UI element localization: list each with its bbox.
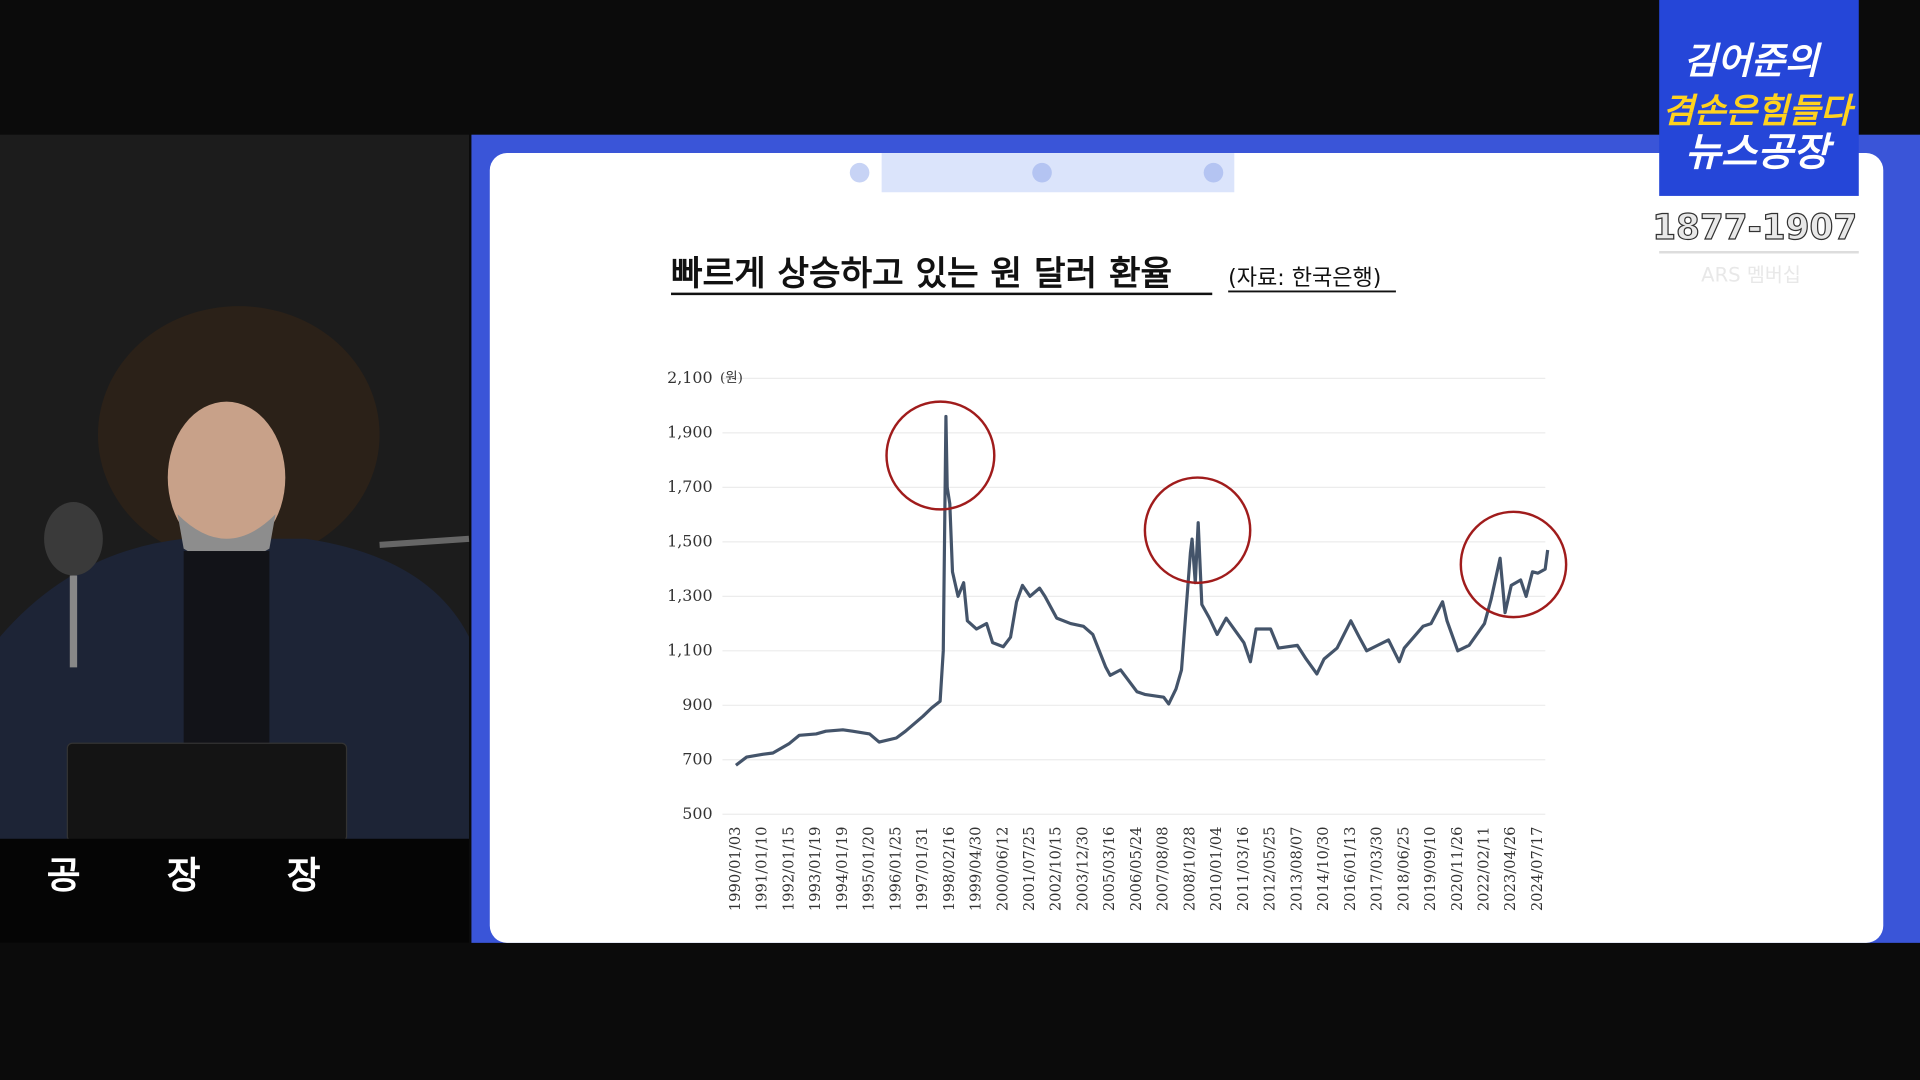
highlight-circle (1459, 510, 1568, 619)
y-tick-label: 1,900 (667, 422, 713, 441)
x-tick-label: 2011/03/16 (1235, 827, 1252, 912)
face (167, 401, 286, 554)
plot: 500 700 900 1,100 1,300 1,500 1,700 1,900 2,100 (… (667, 368, 1550, 912)
x-tick-label: 2016/01/13 (1342, 827, 1359, 912)
x-tick-label: 2020/11/26 (1449, 827, 1466, 912)
x-tick-label: 1994/01/19 (834, 827, 851, 912)
x-tick-label: 2024/07/17 (1529, 827, 1546, 912)
turtleneck (183, 551, 270, 747)
x-tick-label: 1995/01/20 (861, 827, 878, 912)
x-tick-label: 2008/10/28 (1181, 827, 1198, 912)
x-tick-label: 2003/12/30 (1074, 827, 1091, 912)
y-unit: (원) (720, 370, 743, 386)
phone-number: 1877-1907 (1652, 208, 1857, 248)
x-tick-label: 2000/06/12 (994, 827, 1011, 912)
chart-title: 빠르게 상승하고 있는 원 달러 환율 (671, 254, 1172, 294)
tab-dot (1203, 162, 1224, 183)
x-tick-label: 2012/05/25 (1262, 827, 1279, 912)
x-tick-label: 1996/01/25 (887, 827, 904, 912)
laptop (66, 742, 348, 842)
x-tick-label: 2002/10/15 (1048, 827, 1065, 912)
logo-text: 겸손은힘들다 (1663, 91, 1857, 131)
y-tick-label: 700 (682, 749, 712, 768)
y-tick-label: 1,500 (667, 531, 713, 550)
logo-text: 김어준의 (1683, 39, 1822, 82)
chart-subtitle: (자료: 한국은행) (1228, 266, 1381, 291)
x-tick-label: 2017/03/30 (1369, 827, 1386, 912)
y-tick-label: 900 (682, 695, 712, 714)
logo-text: 뉴스공장 (1685, 130, 1835, 175)
x-tick-label: 2010/01/04 (1208, 827, 1225, 912)
x-tick-label: 2006/05/24 (1128, 827, 1145, 912)
y-tick-label: 1,100 (667, 640, 713, 659)
tab-strip (881, 153, 1235, 193)
x-tick-label: 1993/01/19 (807, 827, 824, 912)
tab-dot (1032, 162, 1052, 183)
x-tick-label: 1997/01/31 (914, 827, 931, 912)
membership: ARS 멤버십 (1701, 264, 1801, 287)
x-tick-label: 2005/03/16 (1101, 827, 1118, 912)
x-tick-label: 2022/02/11 (1475, 827, 1492, 912)
y-tick-label: 1,300 (667, 586, 713, 605)
highlight-circle (885, 400, 996, 511)
desk-sign: 공 장 장 (47, 854, 358, 897)
x-tick-label: 1998/02/16 (941, 827, 958, 912)
tab-dot (849, 162, 870, 183)
beard (177, 514, 276, 563)
x-tick-label: 2023/04/26 (1502, 827, 1519, 912)
microphone (44, 502, 103, 576)
highlight-circle (1143, 476, 1252, 585)
x-tick-label: 2014/10/30 (1315, 827, 1332, 912)
x-tick-label: 1990/01/03 (727, 827, 744, 912)
series-line (734, 414, 1550, 767)
slide-card (489, 153, 1884, 943)
y-tick-label: 500 (682, 804, 712, 823)
x-tick-label: 1999/04/30 (968, 827, 985, 912)
desk (0, 838, 469, 943)
y-tick-label: 1,700 (667, 477, 713, 496)
x-tick-label: 1991/01/10 (754, 827, 771, 912)
x-tick-label: 2007/08/08 (1155, 827, 1172, 912)
logo-box (1659, 0, 1859, 196)
x-tick-label: 2001/07/25 (1021, 827, 1038, 912)
y-tick-label: 2,100 (667, 368, 713, 387)
mic-arm (379, 535, 470, 548)
x-tick-label: 2019/09/10 (1422, 827, 1439, 912)
x-tick-label: 2013/08/07 (1288, 827, 1305, 912)
x-tick-label: 1992/01/15 (780, 827, 797, 912)
x-tick-label: 2018/06/25 (1395, 827, 1412, 912)
